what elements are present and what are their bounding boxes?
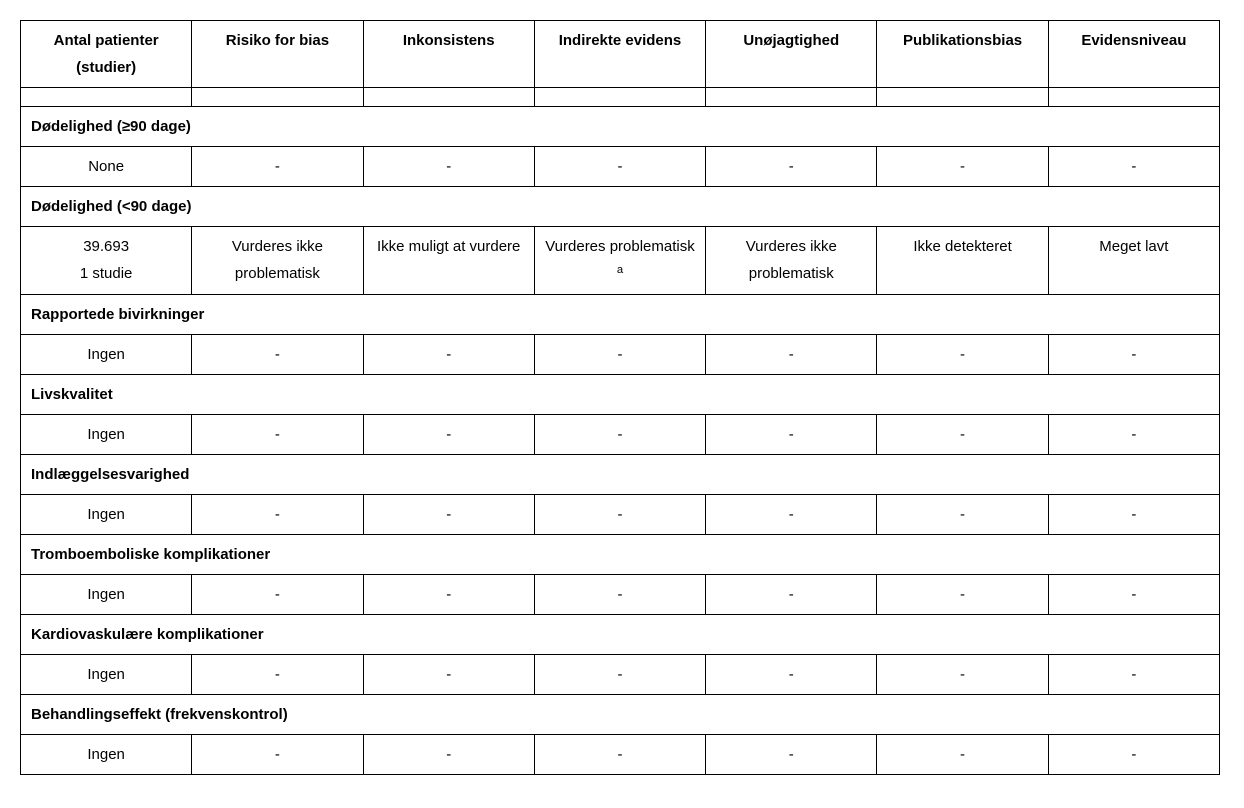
col-header-bias: Risiko for bias bbox=[192, 21, 363, 88]
table-cell: - bbox=[877, 147, 1048, 187]
table-cell: - bbox=[363, 335, 534, 375]
table-cell: - bbox=[877, 415, 1048, 455]
table-row: Ingen------ bbox=[21, 735, 1220, 775]
table-cell: - bbox=[706, 735, 877, 775]
table-cell: - bbox=[192, 147, 363, 187]
table-cell: Ikke muligt at vurdere bbox=[363, 227, 534, 295]
empty-row bbox=[21, 88, 1220, 107]
table-row: None------ bbox=[21, 147, 1220, 187]
table-cell: - bbox=[877, 495, 1048, 535]
table-cell: Meget lavt bbox=[1048, 227, 1219, 295]
table-cell: - bbox=[706, 655, 877, 695]
section-title: Indlæggelsesvarighed bbox=[21, 455, 1220, 495]
table-cell: - bbox=[192, 655, 363, 695]
table-cell: Ingen bbox=[21, 335, 192, 375]
section-title: Kardiovaskulære komplikationer bbox=[21, 615, 1220, 655]
table-row: Ingen------ bbox=[21, 575, 1220, 615]
table-cell: 39.693 1 studie bbox=[21, 227, 192, 295]
table-cell: - bbox=[534, 735, 705, 775]
table-cell: Ingen bbox=[21, 735, 192, 775]
table-cell: - bbox=[877, 575, 1048, 615]
section-header: Dødelighed (<90 dage) bbox=[21, 187, 1220, 227]
table-cell: - bbox=[1048, 415, 1219, 455]
table-header: Antal patienter (studier) Risiko for bia… bbox=[21, 21, 1220, 88]
table-cell: - bbox=[706, 415, 877, 455]
table-cell: - bbox=[534, 147, 705, 187]
section-title: Livskvalitet bbox=[21, 375, 1220, 415]
section-header: Kardiovaskulære komplikationer bbox=[21, 615, 1220, 655]
table-cell: - bbox=[877, 335, 1048, 375]
table-cell: Ingen bbox=[21, 415, 192, 455]
table-row: Ingen------ bbox=[21, 335, 1220, 375]
table-cell: Ingen bbox=[21, 575, 192, 615]
table-cell: Vurderes problematisk a bbox=[534, 227, 705, 295]
table-row: 39.693 1 studieVurderes ikke problematis… bbox=[21, 227, 1220, 295]
table-cell: Ingen bbox=[21, 495, 192, 535]
table-cell: - bbox=[192, 495, 363, 535]
table-cell: - bbox=[1048, 655, 1219, 695]
table-cell: Ingen bbox=[21, 655, 192, 695]
section-header: Behandlingseffekt (frekvenskontrol) bbox=[21, 695, 1220, 735]
section-header: Livskvalitet bbox=[21, 375, 1220, 415]
evidence-table: Antal patienter (studier) Risiko for bia… bbox=[20, 20, 1220, 775]
table-cell: - bbox=[534, 335, 705, 375]
table-cell: - bbox=[192, 575, 363, 615]
table-cell: - bbox=[1048, 575, 1219, 615]
table-cell: - bbox=[363, 415, 534, 455]
section-title: Tromboemboliske komplikationer bbox=[21, 535, 1220, 575]
table-cell: - bbox=[706, 335, 877, 375]
table-cell: - bbox=[1048, 335, 1219, 375]
table-cell: - bbox=[706, 575, 877, 615]
col-header-indirect: Indirekte evidens bbox=[534, 21, 705, 88]
table-cell: - bbox=[363, 495, 534, 535]
table-cell: - bbox=[706, 495, 877, 535]
table-cell: - bbox=[877, 655, 1048, 695]
section-header: Dødelighed (≥90 dage) bbox=[21, 107, 1220, 147]
section-title: Rapportede bivirkninger bbox=[21, 295, 1220, 335]
table-cell: - bbox=[534, 415, 705, 455]
table-cell: - bbox=[192, 735, 363, 775]
table-cell: - bbox=[1048, 147, 1219, 187]
section-header: Tromboemboliske komplikationer bbox=[21, 535, 1220, 575]
table-cell: - bbox=[363, 655, 534, 695]
table-cell: - bbox=[363, 735, 534, 775]
table-row: Ingen------ bbox=[21, 655, 1220, 695]
col-header-inconsistency: Inkonsistens bbox=[363, 21, 534, 88]
table-row: Ingen------ bbox=[21, 495, 1220, 535]
col-header-pubbias: Publikationsbias bbox=[877, 21, 1048, 88]
table-cell: Vurderes ikke problematisk bbox=[706, 227, 877, 295]
col-header-evidence: Evidensniveau bbox=[1048, 21, 1219, 88]
section-title: Behandlingseffekt (frekvenskontrol) bbox=[21, 695, 1220, 735]
table-cell: - bbox=[192, 415, 363, 455]
section-title: Dødelighed (≥90 dage) bbox=[21, 107, 1220, 147]
table-cell: - bbox=[363, 575, 534, 615]
section-header: Rapportede bivirkninger bbox=[21, 295, 1220, 335]
table-cell: Vurderes ikke problematisk bbox=[192, 227, 363, 295]
table-cell: Ikke detekteret bbox=[877, 227, 1048, 295]
table-cell: None bbox=[21, 147, 192, 187]
table-cell: - bbox=[363, 147, 534, 187]
col-header-imprecision: Unøjagtighed bbox=[706, 21, 877, 88]
table-cell: - bbox=[534, 575, 705, 615]
section-title: Dødelighed (<90 dage) bbox=[21, 187, 1220, 227]
table-cell: - bbox=[1048, 735, 1219, 775]
table-cell: - bbox=[877, 735, 1048, 775]
table-cell: - bbox=[192, 335, 363, 375]
section-header: Indlæggelsesvarighed bbox=[21, 455, 1220, 495]
table-cell: - bbox=[706, 147, 877, 187]
table-cell: - bbox=[534, 495, 705, 535]
table-body: Dødelighed (≥90 dage)None------Dødelighe… bbox=[21, 88, 1220, 775]
table-cell: - bbox=[1048, 495, 1219, 535]
col-header-patients: Antal patienter (studier) bbox=[21, 21, 192, 88]
table-cell: - bbox=[534, 655, 705, 695]
table-row: Ingen------ bbox=[21, 415, 1220, 455]
